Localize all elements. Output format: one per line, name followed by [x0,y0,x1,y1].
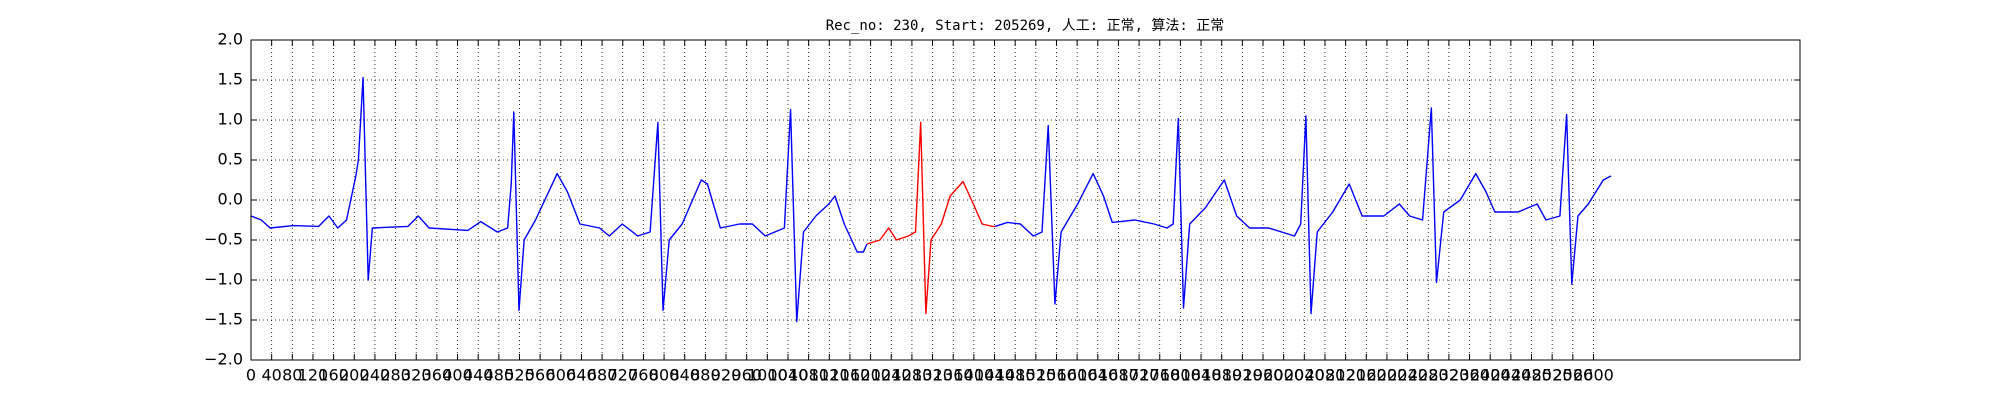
x-tick-label: 1720 [1119,366,1160,385]
x-tick-label: 1120 [809,366,850,385]
x-tick-label: 520 [504,366,535,385]
x-tick-label: 320 [401,366,432,385]
x-tick-label: 80 [282,366,302,385]
x-tick-label: 2480 [1511,366,1552,385]
x-tick-label: 1520 [1015,366,1056,385]
x-tick-label: 560 [525,366,556,385]
x-tick-label: 1640 [1077,366,1118,385]
x-tick-label: 2440 [1490,366,1531,385]
x-tick-label: 1600 [1057,366,1098,385]
x-tick-label: 600 [546,366,577,385]
x-tick-label: 1400 [954,366,995,385]
x-tick-label: 640 [566,366,597,385]
x-tick-label: 1480 [995,366,1036,385]
x-tick-label: 360 [422,366,453,385]
x-tick-label: 1240 [871,366,912,385]
x-tick-label: 760 [628,366,659,385]
x-tick-label: 720 [607,366,638,385]
x-tick-label: 1000 [747,366,788,385]
x-tick-label: 2120 [1325,366,1366,385]
x-tick-label: 0 [246,366,256,385]
x-tick-label: 880 [690,366,721,385]
x-tick-label: 2600 [1573,366,1614,385]
x-tick-label: 2560 [1552,366,1593,385]
x-tick-label: 1360 [933,366,974,385]
x-tick-label: 1880 [1201,366,1242,385]
x-tick-label: 2160 [1346,366,1387,385]
plot-frame [250,39,1801,361]
ecg-line [866,121,996,315]
x-tick-label: 1680 [1098,366,1139,385]
x-tick-label: 960 [731,366,762,385]
x-tick-label: 400 [442,366,473,385]
y-tick-label: 1.5 [218,70,243,89]
x-tick-label: 2200 [1367,366,1408,385]
x-tick-label: 160 [318,366,349,385]
y-tick-label: 0.5 [218,150,243,169]
x-tick-label: 1960 [1243,366,1284,385]
y-tick-label: −0.5 [204,230,243,249]
ecg-line [994,107,1612,315]
ecg-line [250,76,868,323]
y-tick-label: 1.0 [218,110,243,129]
x-tick-label: 2320 [1429,366,1470,385]
x-tick-label: 2080 [1305,366,1346,385]
y-tick-label: 0.0 [218,190,243,209]
x-tick-label: 800 [649,366,680,385]
x-tick-label: 1920 [1222,366,1263,385]
x-tick-label: 40 [261,366,281,385]
y-tick-label: −1.5 [204,310,243,329]
x-tick-label: 1560 [1036,366,1077,385]
x-tick-label: 1160 [830,366,871,385]
x-tick-label: 240 [360,366,391,385]
x-tick-label: 2280 [1408,366,1449,385]
chart-title: Rec_no: 230, Start: 205269, 人工: 正常, 算法: … [826,18,1225,34]
y-tick-label: −1.0 [204,270,243,289]
x-tick-label: 200 [339,366,370,385]
x-tick-label: 1280 [892,366,933,385]
x-tick-label: 2000 [1263,366,1304,385]
x-tick-label: 1320 [912,366,953,385]
x-tick-label: 440 [463,366,494,385]
y-tick-label: −2.0 [204,350,243,369]
x-tick-label: 120 [298,366,329,385]
x-tick-label: 1800 [1160,366,1201,385]
x-tick-label: 480 [484,366,515,385]
x-tick-label: 2360 [1449,366,1490,385]
x-tick-label: 1840 [1181,366,1222,385]
x-tick-label: 2400 [1470,366,1511,385]
x-tick-label: 1200 [850,366,891,385]
x-tick-label: 1760 [1139,366,1180,385]
x-tick-label: 2240 [1387,366,1428,385]
y-tick-label: 2.0 [218,30,243,49]
x-tick-label: 1440 [974,366,1015,385]
x-tick-label: 840 [669,366,700,385]
x-tick-label: 2040 [1284,366,1325,385]
x-tick-label: 2520 [1532,366,1573,385]
x-tick-label: 1080 [788,366,829,385]
x-tick-label: 920 [711,366,742,385]
x-tick-label: 1040 [768,366,809,385]
x-tick-label: 680 [587,366,618,385]
x-tick-label: 280 [380,366,411,385]
